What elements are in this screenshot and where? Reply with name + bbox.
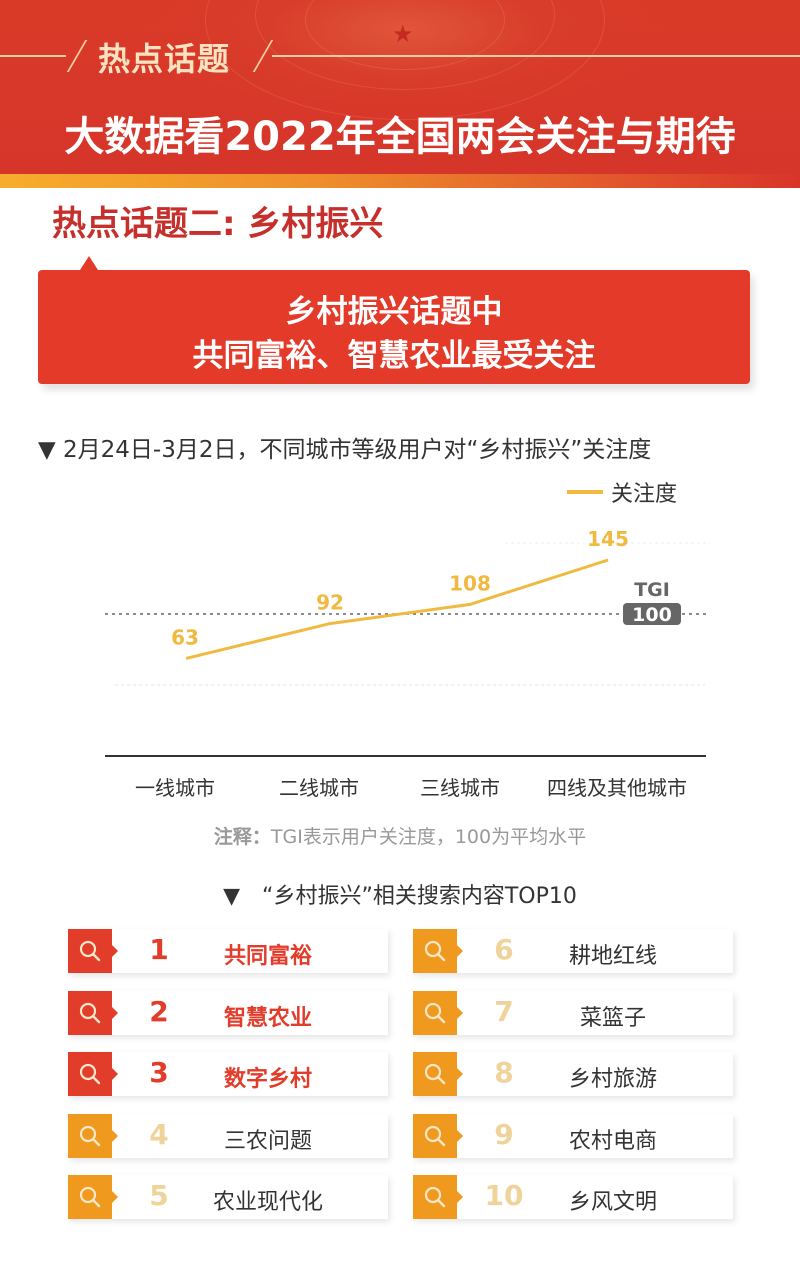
legend-swatch — [567, 490, 603, 494]
search-icon — [424, 1063, 446, 1085]
search-icon — [79, 1063, 101, 1085]
search-icon-box — [413, 990, 463, 1035]
list-item[interactable]: 10 乡风文明 — [413, 1175, 733, 1219]
x-axis-labels: 一线城市 二线城市 三线城市 四线及其他城市 — [0, 772, 800, 802]
header-gradient-bar — [0, 174, 800, 188]
chart-legend: 关注度 — [567, 476, 677, 508]
rank-number: 1 — [149, 933, 169, 966]
x-tick-label: 三线城市 — [420, 776, 500, 800]
search-icon — [424, 1002, 446, 1023]
top10-title-text: “乡村振兴”相关搜索内容TOP10 — [262, 884, 577, 909]
data-label: 145 — [587, 527, 629, 551]
x-tick-label: 二线城市 — [279, 776, 359, 800]
list-item[interactable]: 1 共同富裕 — [68, 929, 388, 973]
search-icon — [424, 940, 446, 962]
search-icon — [424, 1125, 446, 1146]
rank-number: 5 — [149, 1179, 169, 1212]
search-term: 农村电商 — [568, 1128, 657, 1154]
search-term: 智慧农业 — [223, 1005, 312, 1031]
kicker-label: 热点话题 — [98, 40, 231, 78]
callout-line-1: 乡村振兴话题中 — [285, 294, 503, 330]
series-line-attention — [185, 558, 609, 660]
section-title: 热点话题二: 乡村振兴 — [52, 204, 384, 244]
rank-number: 9 — [494, 1117, 514, 1151]
search-icon-box — [413, 1052, 463, 1096]
data-label: 63 — [171, 625, 199, 649]
chart-note: 注释：TGI表示用户关注度，100为平均水平 — [0, 822, 800, 849]
rank-number: 7 — [494, 994, 514, 1028]
list-item[interactable]: 4 三农问题 — [68, 1113, 388, 1158]
search-icon-box — [68, 929, 118, 973]
data-label: 108 — [449, 571, 491, 595]
x-tick-label: 四线及其他城市 — [547, 776, 687, 800]
triangle-marker-icon: ▼ — [223, 884, 241, 909]
search-term: 乡村旅游 — [568, 1067, 657, 1092]
kicker-slash-left — [66, 40, 88, 72]
search-icon-box — [68, 990, 118, 1035]
summary-callout: 乡村振兴话题中 共同富裕、智慧农业最受关注 — [38, 256, 750, 384]
tgi-badge-value: 100 — [632, 604, 672, 626]
legend-label: 关注度 — [611, 482, 678, 507]
rank-number: 4 — [149, 1117, 169, 1151]
list-item[interactable]: 5 农业现代化 — [68, 1175, 388, 1219]
list-item[interactable]: 2 智慧农业 — [68, 990, 388, 1035]
search-icon-box — [68, 1175, 118, 1219]
search-icon-box — [413, 1113, 463, 1158]
search-term: 三农问题 — [223, 1128, 312, 1154]
chart-title: ▼ 2月24日-3月2日，不同城市等级用户对“乡村振兴”关注度 — [38, 437, 652, 463]
list-item[interactable]: 8 乡村旅游 — [413, 1052, 733, 1096]
search-term: 数字乡村 — [223, 1067, 312, 1092]
search-term: 乡风文明 — [568, 1190, 657, 1215]
header-banner: ★ 热点话题 大数据看2022年全国两会关注与期待 — [0, 0, 800, 176]
star-emblem-icon: ★ — [392, 20, 414, 48]
rank-number: 6 — [494, 933, 514, 966]
list-item[interactable]: 9 农村电商 — [413, 1113, 733, 1158]
kicker-divider-right — [272, 55, 800, 57]
search-term: 农业现代化 — [212, 1190, 323, 1215]
search-icon-box — [413, 1175, 463, 1219]
rank-number: 2 — [149, 994, 169, 1028]
data-label: 92 — [316, 591, 344, 615]
search-icon — [79, 1186, 101, 1208]
tgi-label: TGI — [634, 579, 670, 601]
search-term: 共同富裕 — [223, 944, 312, 969]
top10-title: ▼ “乡村振兴”相关搜索内容TOP10 — [0, 878, 800, 910]
search-icon — [424, 1186, 446, 1208]
search-icon — [79, 1002, 101, 1023]
rank-number: 10 — [484, 1179, 524, 1212]
rank-number: 8 — [494, 1056, 514, 1089]
line-chart: 63 92 108 145 TGI 100 — [105, 527, 710, 757]
search-icon — [79, 940, 101, 962]
search-icon — [79, 1125, 101, 1146]
search-term: 耕地红线 — [568, 944, 657, 969]
page-title: 大数据看2022年全国两会关注与期待 — [64, 114, 736, 160]
list-item[interactable]: 7 菜篮子 — [413, 990, 733, 1035]
search-term: 菜篮子 — [579, 1005, 646, 1031]
list-item[interactable]: 3 数字乡村 — [68, 1052, 388, 1096]
list-item[interactable]: 6 耕地红线 — [413, 929, 733, 973]
rank-number: 3 — [149, 1056, 169, 1089]
search-icon-box — [413, 929, 463, 973]
search-icon-box — [68, 1052, 118, 1096]
tgi-badge — [623, 603, 681, 625]
note-prefix: 注释： — [213, 826, 271, 848]
kicker-divider-left — [0, 55, 66, 57]
x-tick-label: 一线城市 — [135, 776, 215, 800]
callout-line-2: 共同富裕、智慧农业最受关注 — [192, 338, 596, 374]
note-text: TGI表示用户关注度，100为平均水平 — [270, 826, 587, 848]
search-icon-box — [68, 1113, 118, 1158]
